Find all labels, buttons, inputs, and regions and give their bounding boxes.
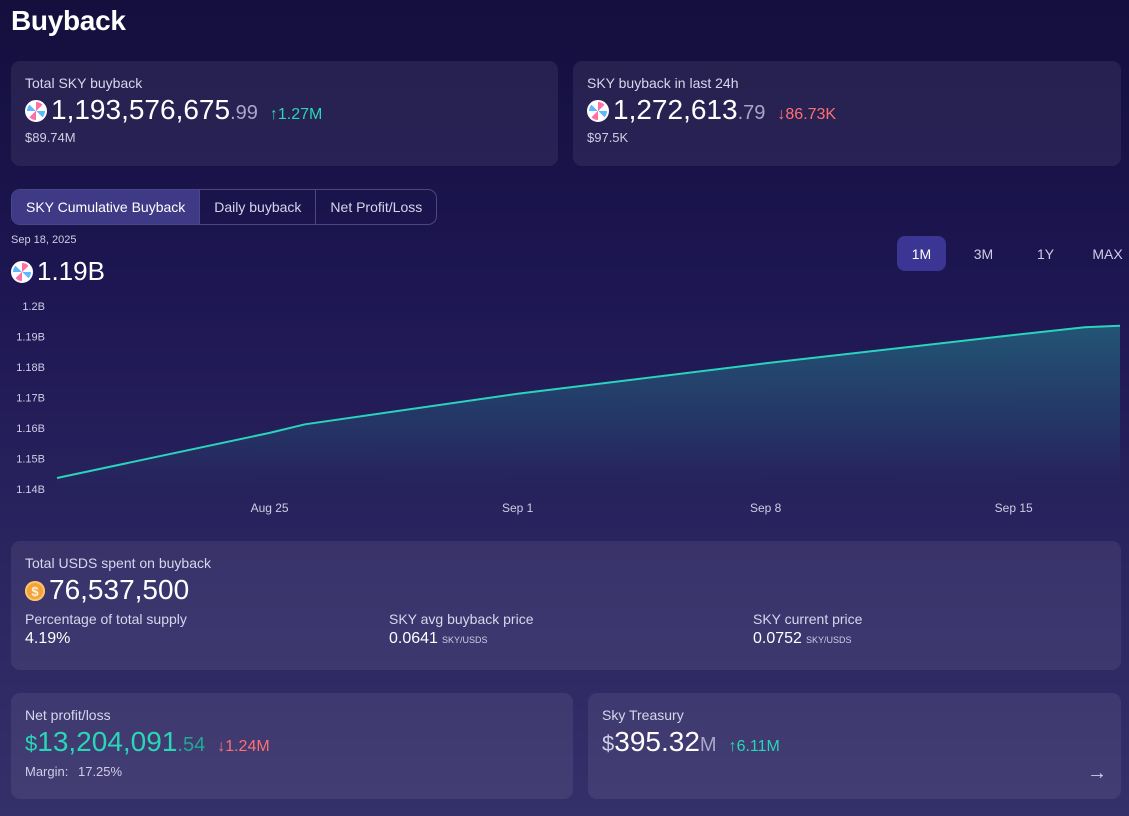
net-profit-decimals: .54 [177,734,206,756]
stat-value: 0.0752 [753,630,802,647]
cumulative-buyback-chart: 1.2B 1.19B 1.18B 1.17B 1.16B 1.15B 1.14B Aug 2… [16,301,1121,515]
treasury-currency: $ [602,731,615,756]
sky-treasury-card[interactable]: Sky Treasury $ 395.32 M ↑6.11M → [588,693,1121,799]
buyback-24h-change: ↓86.73K [777,106,837,123]
stat-unit: SKY/USDS [441,635,488,645]
y-axis: 1.2B 1.19B 1.18B 1.17B 1.16B 1.15B 1.14B [16,301,45,496]
stat-supply-percentage: Percentage of total supply 4.19% [25,611,389,648]
y-tick-label: 1.18B [16,362,45,374]
stat-label: SKY current price [753,611,863,627]
y-tick-label: 1.15B [16,454,45,466]
stat-current-price: SKY current price 0.0752 SKY/USDS [753,611,1093,648]
treasury-change: ↑6.11M [728,738,780,755]
chart-current-value: 1.19B [11,256,105,287]
chart-value-text: 1.19B [37,256,105,286]
usds-spent-card: Total USDS spent on buyback $ 76,537,500… [11,541,1121,670]
total-buyback-value: 1,193,576,675 [51,94,231,125]
stat-value: 0.0641 [389,630,438,647]
x-tick-label: Aug 25 [251,501,289,515]
usds-token-icon: $ [25,581,45,601]
buyback-24h-label: SKY buyback in last 24h [587,75,739,91]
net-profit-change: ↓1.24M [217,738,270,755]
usds-spent-label: Total USDS spent on buyback [25,555,211,571]
range-1y-button[interactable]: 1Y [1036,245,1055,262]
buyback-24h-value: 1,272,613 [613,94,738,125]
range-selector: 1M 3M 1Y MAX [897,236,1129,271]
buyback-24h-card: SKY buyback in last 24h 1,272,613 .79 ↓8… [573,61,1121,166]
sky-token-icon [11,260,33,283]
tab-daily-buyback[interactable]: Daily buyback [200,190,317,224]
chart-line [56,324,1121,479]
treasury-suffix: M [699,734,717,756]
treasury-value: 395.32 [614,726,700,757]
buyback-24h-usd: $97.5K [587,130,629,145]
x-axis: Aug 25 Sep 1 Sep 8 Sep 15 [251,501,1033,515]
x-tick-label: Sep 1 [502,501,534,515]
net-profit-value: 13,204,091 [37,726,178,757]
net-profit-card: Net profit/loss $ 13,204,091 .54 ↓1.24M … [11,693,573,799]
range-1m-button[interactable]: 1M [897,236,946,271]
stat-unit: SKY/USDS [805,635,852,645]
y-tick-label: 1.14B [16,484,45,496]
margin-value: 17.25% [77,764,123,779]
sky-token-icon [25,100,47,122]
total-buyback-label: Total SKY buyback [25,75,143,91]
x-tick-label: Sep 8 [750,501,782,515]
y-tick-label: 1.17B [16,393,45,405]
stat-value: 4.19% [25,630,71,647]
range-max-button[interactable]: MAX [1092,245,1123,262]
y-tick-label: 1.2B [22,301,45,313]
usds-spent-value: 76,537,500 [49,574,190,605]
sky-token-icon [587,100,609,122]
chart-tabs: SKY Cumulative Buyback Daily buyback Net… [11,189,438,225]
stat-label: SKY avg buyback price [389,611,534,627]
y-tick-label: 1.16B [16,423,45,435]
total-buyback-card: Total SKY buyback 1,193,576,675 .99 ↑1.2… [11,61,558,166]
total-buyback-decimals: .99 [230,102,258,124]
margin-row: Margin: 17.25% [25,764,559,779]
range-3m-button[interactable]: 3M [973,245,994,262]
chart-date: Sep 18, 2025 [11,234,77,246]
stat-avg-buyback-price: SKY avg buyback price 0.0641 SKY/USDS [389,611,753,648]
x-tick-label: Sep 15 [995,501,1033,515]
total-buyback-usd: $89.74M [25,130,76,145]
net-profit-label: Net profit/loss [25,707,111,723]
tab-net-profit-loss[interactable]: Net Profit/Loss [330,199,423,215]
arrow-right-icon[interactable]: → [1087,762,1107,784]
buyback-24h-decimals: .79 [737,102,766,124]
tab-cumulative-buyback[interactable]: SKY Cumulative Buyback [12,190,201,224]
y-tick-label: 1.19B [16,332,45,344]
total-buyback-change: ↑1.27M [269,106,323,123]
net-profit-currency: $ [25,731,38,756]
treasury-label: Sky Treasury [602,707,684,723]
margin-label: Margin: [25,764,69,779]
stat-label: Percentage of total supply [25,611,187,627]
page-title: Buyback [11,5,126,36]
chart-area [57,325,1120,489]
